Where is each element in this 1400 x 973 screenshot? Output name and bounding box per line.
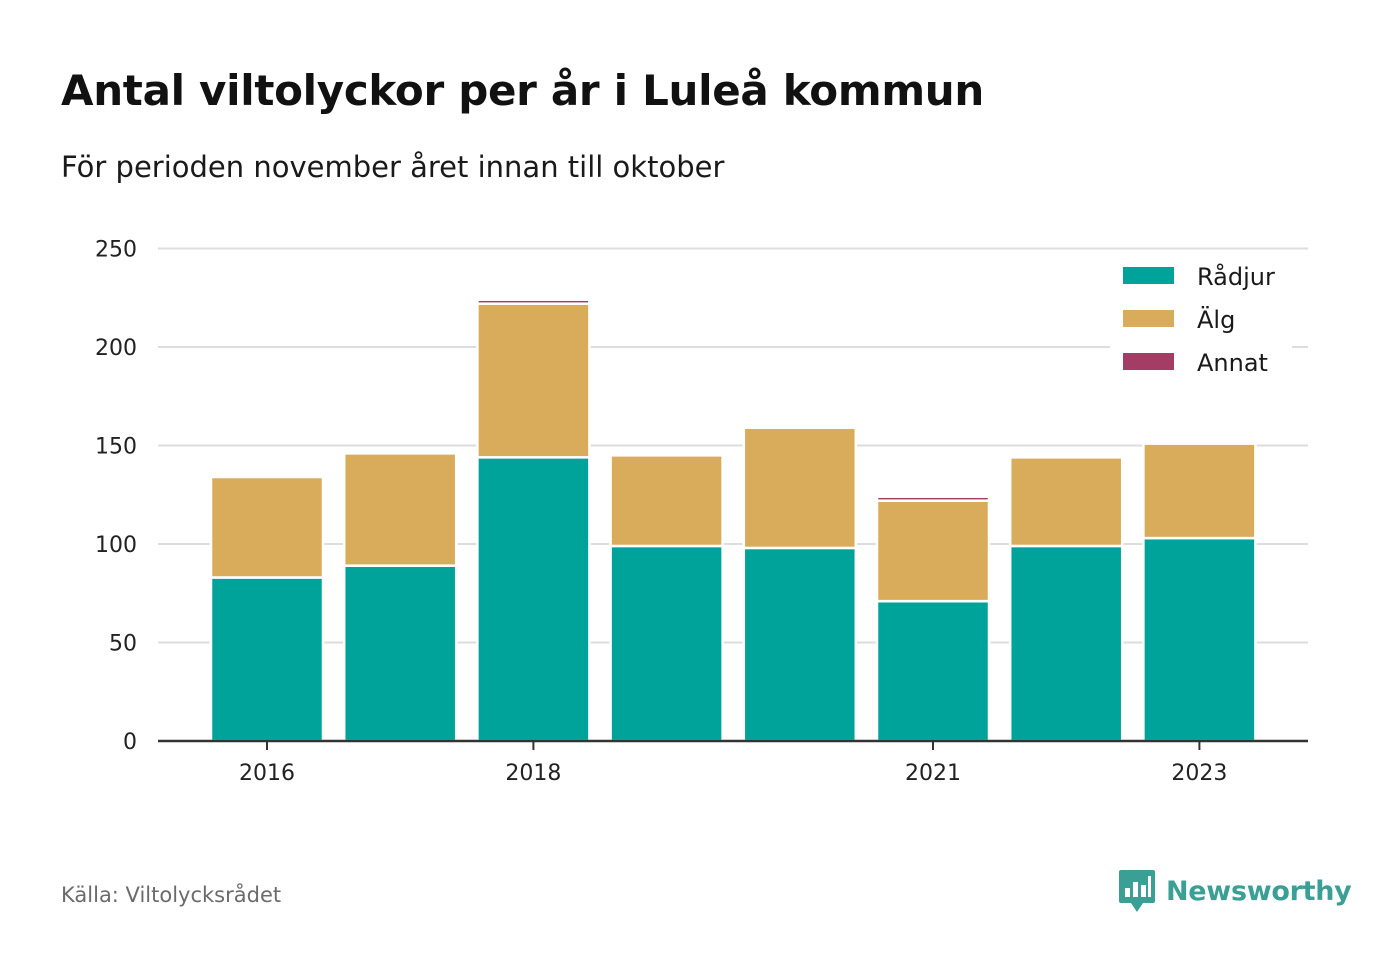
bar-annat-2023 [1142,440,1257,445]
x-tick-label: 2021 [905,761,961,786]
y-tick-label: 0 [123,730,137,755]
newsworthy-logo-icon [1119,870,1155,912]
y-tick-label: 50 [109,632,137,657]
bar-annat-2021 [875,495,991,502]
y-tick-label: 200 [95,336,137,361]
bar-alg-2019 [609,454,724,548]
bar-annat-2022 [1008,454,1124,459]
legend: Rådjur Älg Annat [1110,256,1292,384]
legend-swatch [1123,267,1174,284]
chart-title: Antal viltolyckor per år i Luleå kommun [61,66,984,115]
bars [209,298,1257,743]
bar-alg-2022 [1008,456,1124,548]
source-note: Källa: Viltolycksrådet [61,883,282,907]
x-tick-label: 2016 [239,761,295,786]
legend-label: Rådjur [1197,262,1275,291]
bar-alg-2021 [875,499,991,603]
bar-radjur-2020 [742,546,858,743]
legend-swatch [1123,353,1174,370]
brand-name: Newsworthy [1166,875,1352,907]
bar-radjur-2018 [476,456,591,743]
bar-radjur-2023 [1142,536,1257,743]
bar-radjur-2019 [609,544,724,743]
x-tick-label: 2018 [505,761,561,786]
x-tick-label: 2023 [1171,761,1227,786]
bar-radjur-2016 [209,576,325,743]
bar-alg-2020 [742,426,858,550]
y-tick-label: 250 [95,238,137,263]
y-tick-label: 100 [95,533,137,558]
bar-alg-2018 [476,302,591,459]
bar-radjur-2022 [1008,544,1124,743]
y-axis-ticks: 0 50 100 150 200 250 [95,238,137,756]
legend-swatch [1123,310,1174,327]
x-axis: 2016 2018 2021 2023 [158,739,1308,786]
brand-logo: Newsworthy [1118,868,1352,914]
bar-alg-2016 [209,475,325,579]
bar-annat-2018 [476,298,591,305]
chart-subtitle: För perioden november året innan till ok… [61,150,725,184]
bar-radjur-2017 [342,564,458,743]
legend-label: Annat [1197,349,1268,377]
bar-alg-2023 [1142,442,1257,540]
legend-label: Älg [1197,305,1235,334]
y-tick-label: 150 [95,435,137,460]
bar-radjur-2021 [875,599,991,743]
bar-alg-2017 [342,452,458,567]
